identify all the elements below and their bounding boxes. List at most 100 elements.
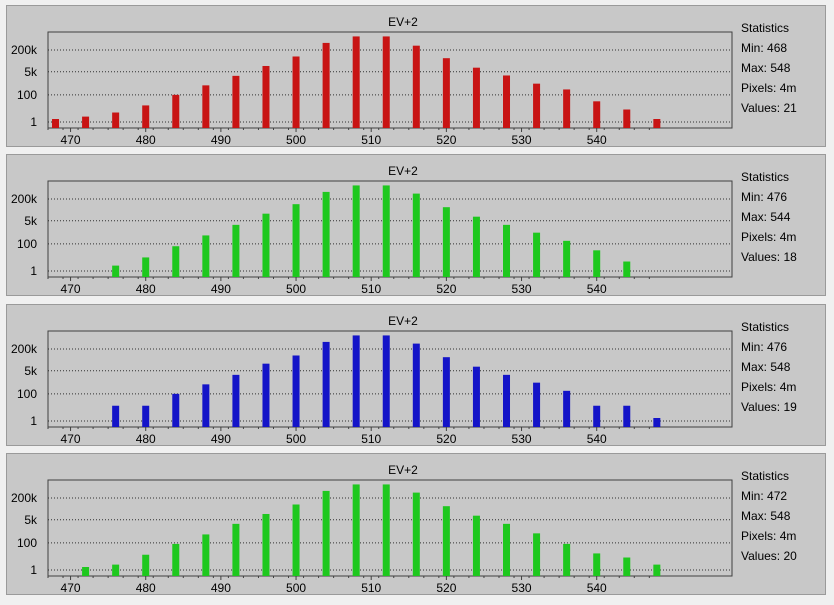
stats-min-label: Min: [741,340,764,354]
y-tick-label: 5k [24,513,38,527]
x-tick-label: 500 [286,133,306,147]
histogram-bar [172,94,180,128]
x-tick-label: 510 [361,282,381,296]
x-tick-label: 520 [436,581,456,595]
histogram-bar [172,543,180,576]
histogram-bar [593,405,601,427]
stats-values: Values: 20 [741,546,825,566]
histogram-bar [262,513,270,576]
x-tick-label: 500 [286,432,306,446]
stats-min-value: 476 [767,190,788,204]
stats-values-value: 19 [783,400,797,414]
histogram-bar [232,75,240,128]
y-tick-label: 1 [30,264,37,278]
histogram-chart: 200k 5k 100 1 EV+2 470 480 490 500 510 520 530 540 [11,15,733,147]
y-tick-label: 200k [11,491,38,505]
stats-pixels-label: Pixels: [741,230,777,244]
histogram-bar [653,418,661,427]
x-tick-label: 490 [211,133,231,147]
y-tick-label: 5k [24,364,38,378]
stats-pixels-label: Pixels: [741,380,777,394]
stats-max-label: Max: [741,360,768,374]
stats-pixels-label: Pixels: [741,81,777,95]
y-tick-label: 1 [30,414,37,428]
stats-pixels-value: 4m [779,529,797,543]
stats-min-value: 472 [767,489,788,503]
stats-max: Max: 544 [741,207,825,227]
histogram-bar [322,490,330,576]
stats-values-label: Values: [741,549,781,563]
histogram-bar [472,67,480,128]
histogram-bar [533,533,541,576]
histogram-bar [82,116,90,128]
histogram-panel-blue: 200k 5k 100 1 EV+2 470 480 490 500 510 520 530 540 S… [6,304,826,446]
histogram-bar [112,564,120,576]
stats-values: Values: 19 [741,397,825,417]
histogram-bar [503,75,511,128]
stats-pixels: Pixels: 4m [741,78,825,98]
histogram-bar [202,534,210,576]
histogram-bar [262,363,270,427]
x-tick-label: 480 [136,581,156,595]
histogram-bar [292,56,300,129]
x-tick-label: 520 [436,133,456,147]
y-tick-label: 200k [11,43,38,57]
histogram-bar [563,240,571,277]
stats-max-value: 548 [770,509,791,523]
x-tick-label: 540 [587,432,607,446]
y-tick-label: 5k [24,214,38,228]
histogram-bar [322,42,330,128]
stats-max: Max: 548 [741,357,825,377]
histogram-chart: 200k 5k 100 1 EV+2 470 480 490 500 510 520 530 540 [11,164,733,296]
stats-min-label: Min: [741,41,764,55]
stats-max-label: Max: [741,509,768,523]
histogram-bar [142,105,150,128]
histogram-panel-green: 200k 5k 100 1 EV+2 470 480 490 500 510 520 530 540 S… [6,154,826,296]
histogram-bar [52,119,60,128]
histogram-bar [533,83,541,128]
histogram-bar [382,185,390,277]
histogram-bar [533,382,541,427]
stats-values-value: 20 [783,549,797,563]
x-tick-label: 490 [211,581,231,595]
histogram-bar [142,554,150,576]
stats-heading: Statistics [741,21,790,35]
histogram-bar [202,85,210,128]
stats-pixels-value: 4m [779,380,797,394]
histogram-bar [262,213,270,277]
histogram-chart: 200k 5k 100 1 EV+2 470 480 490 500 510 520 530 540 [11,314,733,446]
histogram-bar [112,265,120,277]
stats-values-value: 18 [783,250,797,264]
histogram-bar [412,492,420,576]
histogram-bar [563,390,571,427]
stats-values: Values: 21 [741,98,825,118]
histogram-bar [232,523,240,576]
stats-pixels: Pixels: 4m [741,526,825,546]
histogram-bar [472,216,480,277]
plot-area [47,330,733,428]
histogram-bar [623,261,631,277]
histogram-bar [322,341,330,427]
histogram-bar [442,506,450,576]
x-tick-label: 530 [512,432,532,446]
stats-heading: Statistics [741,469,790,483]
x-tick-label: 470 [61,432,81,446]
stats-values-value: 21 [783,101,797,115]
x-tick-label: 530 [512,581,532,595]
x-tick-label: 480 [136,432,156,446]
chart-title: EV+2 [388,314,418,328]
histogram-bar [112,112,120,128]
histogram-bar [563,543,571,576]
histogram-bar [202,384,210,427]
stats-values-label: Values: [741,400,781,414]
stats-max: Max: 548 [741,506,825,526]
histogram-bar [142,257,150,277]
stats-max-value: 548 [770,360,791,374]
histogram-bar [653,564,661,576]
stats-max-value: 544 [770,210,791,224]
plot-area [47,479,733,577]
histogram-panel-red: 200k 5k 100 1 EV+2 470 480 490 500 510 520 530 540 S… [6,5,826,147]
histogram-bar [593,101,601,128]
y-tick-label: 100 [17,536,37,550]
